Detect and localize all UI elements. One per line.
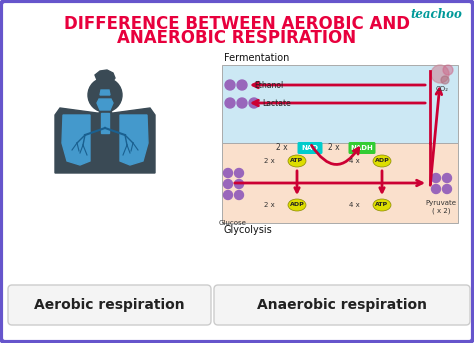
FancyBboxPatch shape xyxy=(298,142,322,154)
Polygon shape xyxy=(97,99,113,110)
Text: NADH: NADH xyxy=(351,145,374,151)
Text: ATP: ATP xyxy=(291,158,303,164)
FancyBboxPatch shape xyxy=(99,101,111,115)
Text: NAD: NAD xyxy=(301,145,319,151)
Circle shape xyxy=(225,80,235,90)
Circle shape xyxy=(224,168,233,177)
Text: Pyruvate
( x 2): Pyruvate ( x 2) xyxy=(426,200,456,213)
Text: 4 x: 4 x xyxy=(349,202,360,208)
Ellipse shape xyxy=(373,155,391,167)
Text: ADP: ADP xyxy=(374,158,389,164)
Ellipse shape xyxy=(373,199,391,211)
Text: DIFFERENCE BETWEEN AEROBIC AND: DIFFERENCE BETWEEN AEROBIC AND xyxy=(64,15,410,33)
FancyBboxPatch shape xyxy=(101,113,109,133)
Circle shape xyxy=(225,98,235,108)
Circle shape xyxy=(443,65,453,75)
Circle shape xyxy=(441,76,449,84)
Polygon shape xyxy=(120,115,148,165)
Text: Fermentation: Fermentation xyxy=(224,53,289,63)
Circle shape xyxy=(237,80,247,90)
Circle shape xyxy=(443,174,452,182)
Text: Aerobic respiration: Aerobic respiration xyxy=(34,298,184,312)
Circle shape xyxy=(224,190,233,200)
Text: Anaerobic respiration: Anaerobic respiration xyxy=(257,298,427,312)
Text: Glucose: Glucose xyxy=(219,220,247,226)
FancyBboxPatch shape xyxy=(222,65,458,143)
Circle shape xyxy=(235,168,244,177)
Text: teachoo: teachoo xyxy=(410,8,462,21)
Ellipse shape xyxy=(288,155,306,167)
FancyBboxPatch shape xyxy=(348,142,375,154)
FancyBboxPatch shape xyxy=(214,285,470,325)
Text: ADP: ADP xyxy=(290,202,304,208)
Text: Glycolysis: Glycolysis xyxy=(224,225,273,235)
Text: 4 x: 4 x xyxy=(349,158,360,164)
Circle shape xyxy=(431,65,449,83)
Circle shape xyxy=(443,185,452,193)
Circle shape xyxy=(235,190,244,200)
Polygon shape xyxy=(62,115,90,165)
Circle shape xyxy=(431,185,440,193)
Circle shape xyxy=(249,98,259,108)
Text: ANAEROBIC RESPIRATION: ANAEROBIC RESPIRATION xyxy=(118,29,356,47)
Circle shape xyxy=(431,174,440,182)
Ellipse shape xyxy=(288,199,306,211)
Polygon shape xyxy=(95,70,115,81)
Text: 2 x: 2 x xyxy=(328,143,340,153)
Text: CO₂: CO₂ xyxy=(436,86,448,92)
Text: 2 x: 2 x xyxy=(276,143,288,153)
Polygon shape xyxy=(55,108,155,173)
Text: Ethanol: Ethanol xyxy=(254,81,283,90)
Circle shape xyxy=(88,78,122,112)
Circle shape xyxy=(237,98,247,108)
Circle shape xyxy=(235,179,244,189)
Text: 2 x: 2 x xyxy=(264,202,275,208)
Text: 2 x: 2 x xyxy=(264,158,275,164)
FancyBboxPatch shape xyxy=(8,285,211,325)
Text: ATP: ATP xyxy=(375,202,389,208)
Circle shape xyxy=(224,179,233,189)
Polygon shape xyxy=(100,90,110,95)
FancyBboxPatch shape xyxy=(222,143,458,223)
Text: Lactate: Lactate xyxy=(262,98,291,107)
